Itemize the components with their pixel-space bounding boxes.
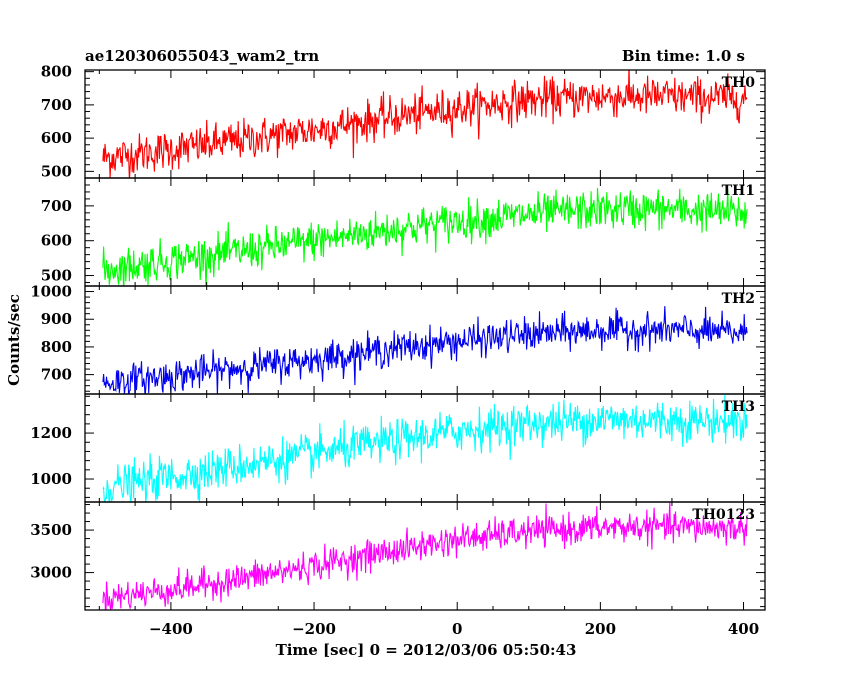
- y-tick-label: 700: [41, 366, 72, 384]
- x-tick-label: −400: [149, 620, 193, 638]
- series-th0: [102, 70, 748, 178]
- chart-title: ae120306055043_wam2_trn: [85, 47, 319, 65]
- y-tick-label: 700: [41, 197, 72, 215]
- y-tick-label: 3500: [30, 521, 72, 539]
- panel-label-th2: TH2: [722, 291, 755, 307]
- x-tick-label: 200: [585, 620, 616, 638]
- series-th2: [102, 306, 748, 394]
- panel-label-th0: TH0: [722, 75, 756, 91]
- y-tick-label: 500: [41, 267, 72, 285]
- x-tick-label: 400: [728, 620, 759, 638]
- panel-frame-th0: [84, 69, 766, 179]
- series-th3: [102, 394, 748, 502]
- panel-frame-th0123: [84, 501, 766, 611]
- y-tick-label: 800: [41, 63, 72, 81]
- series-th1: [102, 187, 748, 286]
- y-tick-label: 800: [41, 338, 72, 356]
- panel-label-th1: TH1: [722, 183, 755, 199]
- y-tick-label: 900: [41, 310, 72, 328]
- y-tick-label: 1200: [30, 424, 72, 442]
- y-tick-label: 700: [41, 96, 72, 114]
- panel-label-th0123: TH0123: [692, 507, 755, 523]
- y-tick-label: 1000: [30, 470, 72, 488]
- y-tick-label: 3000: [30, 564, 72, 582]
- panels-group: 500 600 700 800 TH0 500 600 700 TH1 700 800 900 1000…: [30, 63, 766, 638]
- y-tick-label: 500: [41, 162, 72, 180]
- x-tick-label: −200: [292, 620, 336, 638]
- y-tick-label: 1000: [30, 283, 72, 301]
- y-tick-label: 600: [41, 129, 72, 147]
- y-axis-label: Counts/sec: [5, 294, 23, 386]
- x-axis-label: Time [sec] 0 = 2012/03/06 05:50:43: [276, 641, 577, 659]
- panel-frame-th1: [84, 177, 766, 287]
- y-tick-label: 600: [41, 232, 72, 250]
- panel-label-th3: TH3: [722, 399, 755, 415]
- x-tick-label: 0: [452, 620, 462, 638]
- bin-time-label: Bin time: 1.0 s: [622, 47, 745, 65]
- series-th0123: [102, 502, 748, 610]
